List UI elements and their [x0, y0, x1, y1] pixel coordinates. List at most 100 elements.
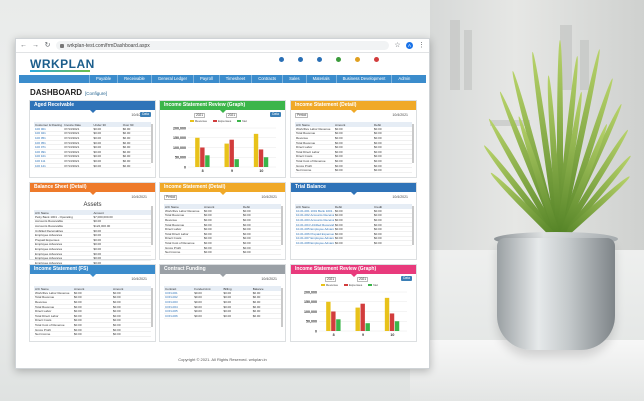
header-icon-home[interactable]: [279, 57, 284, 62]
table-row[interactable]: Revenue $0.00 $0.00: [34, 300, 151, 305]
table-row[interactable]: Total Revenue $0.00 $0.00: [164, 223, 281, 228]
bar-net-9[interactable]: [234, 159, 239, 167]
menu-item-materials[interactable]: Materials: [305, 75, 336, 83]
reload-icon[interactable]: ↻: [44, 42, 51, 49]
table-row[interactable]: Total Revenue $0.00 $0.00: [295, 141, 412, 146]
table-row[interactable]: Total Cost of Revenue $0.00 $0.00: [34, 323, 151, 328]
more-icon[interactable]: ⋮: [418, 42, 425, 49]
table-row[interactable]: Accounts Receivable $0.00: [34, 219, 151, 225]
table-row[interactable]: 100 071 07/13/2021 $0.00 $0.00: [34, 145, 151, 150]
menu-item-receivable[interactable]: Receivable: [117, 75, 151, 83]
table-row[interactable]: Direct Labor $0.00 $0.00: [34, 309, 151, 314]
table-row[interactable]: Direct Costs $0.00 $0.00: [164, 236, 281, 242]
menu-item-payroll[interactable]: Payroll: [192, 75, 219, 83]
table-row[interactable]: Direct Labor $0.00 $0.00: [164, 227, 281, 232]
bar-net-9[interactable]: [365, 323, 370, 331]
table-row[interactable]: Total Revenue $0.00 $0.00: [164, 213, 281, 219]
table-row[interactable]: 10-01-006 Prepaid Expenses $0.00 $0.00: [295, 232, 412, 237]
header-icon-alerts[interactable]: [355, 57, 360, 62]
table-row[interactable]: CON-004 $0.00 $0.00 $0.00: [164, 305, 281, 310]
table-row[interactable]: Net Income $0.00 $0.00: [295, 168, 412, 173]
widget-title[interactable]: Income Statement (Detail): [291, 101, 416, 113]
table-row[interactable]: Total Direct Labor $0.00 $0.00: [164, 232, 281, 237]
year-select-1[interactable]: 2021: [194, 113, 206, 118]
header-icon-users[interactable]: [298, 57, 303, 62]
forward-icon[interactable]: →: [32, 42, 39, 49]
table-row[interactable]: Total Revenue $0.00 $0.00: [295, 131, 412, 137]
scrollbar[interactable]: [151, 206, 153, 245]
table-row[interactable]: 10-01-003 Accounts Receivable$0.00$0.00: [295, 218, 412, 223]
menu-item-sales[interactable]: Sales: [282, 75, 305, 83]
table-row[interactable]: Revenue $0.00 $0.00: [164, 218, 281, 223]
header-icon-logout[interactable]: [374, 57, 379, 62]
table-row[interactable]: Total Revenue $0.00 $0.00: [34, 305, 151, 310]
table-row[interactable]: CON-002 $0.00 $0.00 $0.00: [164, 295, 281, 301]
table-row[interactable]: 100 101 07/13/2021 $0.00 $0.00: [34, 154, 151, 160]
bar-expenses-9[interactable]: [229, 139, 234, 167]
widget-go-button[interactable]: Data: [270, 112, 281, 117]
table-row[interactable]: Petty Bank 1001 - Operating $7,000,000.00: [34, 215, 151, 220]
address-bar[interactable]: wrkplan-test.com/frmDashboard.aspx: [56, 41, 389, 50]
widget-title[interactable]: Income Statement (Detail): [160, 183, 285, 195]
back-icon[interactable]: ←: [20, 42, 27, 49]
table-row[interactable]: 100 091 07/13/2021 $0.00 $0.00: [34, 150, 151, 155]
menu-item-timesheet[interactable]: Timesheet: [218, 75, 251, 83]
table-row[interactable]: Gross Profit $0.00 $0.00: [164, 246, 281, 251]
year-select-2[interactable]: 2021: [226, 113, 238, 118]
table-row[interactable]: 10-01-008 Employee Advances $0.00 $0.00: [295, 241, 412, 246]
bar-net-10[interactable]: [263, 157, 269, 167]
table-row[interactable]: Net Income $0.00 $0.00: [34, 332, 151, 337]
header-icon-settings[interactable]: [317, 57, 322, 62]
scrollbar[interactable]: [412, 124, 414, 163]
scrollbar[interactable]: [412, 206, 414, 245]
widget-title[interactable]: Income Statement Review (Graph): [291, 265, 416, 277]
widget-title[interactable]: Aged Receivable: [30, 101, 155, 113]
account-avatar[interactable]: A: [406, 42, 413, 49]
widget-go-button[interactable]: Data: [140, 112, 151, 117]
bar-revenue-9[interactable]: [355, 307, 360, 331]
table-row[interactable]: Accounts Receivable $122,000.00: [34, 224, 151, 229]
table-row[interactable]: 100 021 07/13/2021 $0.00 $0.00: [34, 131, 151, 137]
table-row[interactable]: CON-001 $0.00 $0.00 $0.00: [164, 291, 281, 296]
table-row[interactable]: Net Income $0.00 $0.00: [164, 250, 281, 255]
configure-link[interactable]: [Configure]: [85, 91, 108, 96]
table-row[interactable]: 100 051 07/13/2021 $0.00 $0.00: [34, 141, 151, 146]
table-row[interactable]: Employee Advances $0.00: [34, 247, 151, 252]
table-row[interactable]: Total Cost of Revenue $0.00 $0.00: [164, 241, 281, 246]
menu-item-general-ledger[interactable]: General Ledger: [150, 75, 193, 83]
bar-net-8[interactable]: [336, 319, 341, 331]
bar-expenses-9[interactable]: [360, 303, 365, 331]
table-row[interactable]: 100 121 07/13/2021 $0.00 $0.00: [34, 164, 151, 169]
widget-title[interactable]: Balance Sheet (Detail): [30, 183, 155, 195]
table-row[interactable]: Employee Advances $0.00: [34, 242, 151, 248]
menu-item-payable[interactable]: Payable: [89, 75, 117, 83]
table-row[interactable]: 100 001 07/13/2021 $0.00 $0.00: [34, 127, 151, 132]
table-row[interactable]: Employee Advances $0.00: [34, 256, 151, 261]
period-select[interactable]: Period: [164, 195, 178, 200]
table-row[interactable]: 100 051 07/13/2021 $0.00 $0.00: [34, 136, 151, 141]
table-row[interactable]: 10-01-005 Employee Advances $0.00 $0.00: [295, 227, 412, 232]
table-row[interactable]: Work/Dev Labor Revenue $0.00 $0.00: [164, 209, 281, 214]
table-row[interactable]: Total Cost of Revenue $0.00 $0.00: [295, 159, 412, 164]
app-logo[interactable]: WRKPLAN: [30, 57, 95, 71]
table-row[interactable]: Gross Profit $0.00 $0.00: [34, 328, 151, 333]
widget-title[interactable]: Income Statement Review (Graph): [160, 101, 285, 113]
bar-revenue-10[interactable]: [253, 133, 259, 167]
table-row[interactable]: Work/Dev Labor Revenue $0.00 $0.00: [34, 291, 151, 296]
menu-item-business-development[interactable]: Business Development: [335, 75, 392, 83]
widget-title[interactable]: Contract Funding: [160, 265, 285, 277]
table-row[interactable]: 100 111 07/13/2021 $0.00 $0.00: [34, 159, 151, 164]
scrollbar[interactable]: [151, 124, 153, 163]
table-row[interactable]: Total Revenue $0.00 $0.00: [34, 295, 151, 301]
menu-item-contracts[interactable]: Contracts: [251, 75, 282, 83]
table-row[interactable]: CON-006 $0.00 $0.00 $0.00: [164, 314, 281, 319]
year-select-1[interactable]: 2021: [325, 277, 337, 282]
table-row[interactable]: Direct Costs $0.00 $0.00: [295, 154, 412, 160]
star-icon[interactable]: ☆: [394, 42, 401, 49]
table-row[interactable]: Revenue $0.00 $0.00: [295, 136, 412, 141]
widget-go-button[interactable]: Data: [401, 276, 412, 281]
widget-title[interactable]: Trial Balance: [291, 183, 416, 195]
table-row[interactable]: Employee Advances $0.00: [34, 252, 151, 257]
header-icon-help[interactable]: [336, 57, 341, 62]
scrollbar[interactable]: [281, 288, 283, 327]
